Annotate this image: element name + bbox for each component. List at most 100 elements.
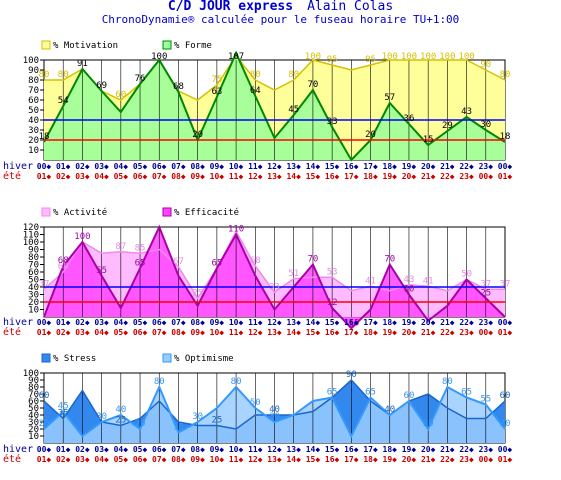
hour-label-ete: 08◆ (171, 172, 186, 181)
hour-label-ete: 00◆ (479, 455, 494, 464)
data-label: 57 (384, 93, 395, 103)
data-label: 25 (480, 288, 491, 298)
y-tick-label: 80 (28, 253, 39, 263)
hour-label-hiver: 13◆ (286, 318, 301, 327)
data-label: 55 (96, 266, 107, 276)
hour-label-ete: 00◆ (479, 172, 494, 181)
legend-swatch (162, 207, 172, 217)
series-line-2 (43, 50, 506, 162)
data-label: 25 (192, 288, 203, 298)
hour-label-hiver: 14◆ (306, 445, 321, 454)
hour-label-hiver: 03◆ (94, 318, 109, 327)
hour-label-ete: 01◆ (37, 172, 52, 181)
legend-label: % Activité (53, 207, 107, 218)
data-label: 70 (307, 80, 318, 90)
data-label: 18 (500, 132, 511, 142)
y-tick-label: 10 (28, 432, 39, 442)
hour-label-hiver: 07◆ (171, 318, 186, 327)
data-label: 60 (58, 262, 69, 272)
hour-label-hiver: 11◆ (248, 318, 263, 327)
data-label: 68 (173, 82, 184, 92)
hour-label-ete: 20◆ (402, 455, 417, 464)
data-label: 55 (480, 395, 491, 405)
data-label: 95 (365, 55, 376, 65)
data-label: 90 (346, 370, 357, 380)
y-tick-label: 40 (28, 116, 39, 126)
hour-label-hiver: 05◆ (133, 318, 148, 327)
data-label: 30 (96, 412, 107, 422)
y-tick-label: 60 (28, 96, 39, 106)
data-label: 33 (269, 282, 280, 292)
hour-label-ete: 21◆ (421, 455, 436, 464)
hour-label-hiver: 09◆ (210, 445, 225, 454)
y-tick-label: 100 (23, 238, 39, 248)
hour-label-ete: 23◆ (459, 328, 474, 337)
data-label: 25 (115, 416, 126, 426)
hour-label-ete: 04◆ (94, 172, 109, 181)
hour-label-hiver: 01◆ (56, 318, 71, 327)
hour-label-ete: 11◆ (229, 455, 244, 464)
legend-label: % Forme (174, 41, 212, 51)
data-label: 40 (384, 405, 395, 415)
data-label: 20 (192, 130, 203, 140)
data-label: 65 (365, 388, 376, 398)
hour-label-ete: 16◆ (325, 455, 340, 464)
hour-label-hiver: 10◆ (229, 445, 244, 454)
y-tick-label: 120 (23, 223, 39, 233)
hour-label-hiver: 15◆ (325, 445, 340, 454)
hour-label-hiver: 04◆ (114, 445, 129, 454)
hour-label-hiver: 09◆ (210, 318, 225, 327)
hour-label-ete: 06◆ (133, 172, 148, 181)
legend-swatch (41, 40, 51, 50)
hour-label-hiver: 22◆ (459, 162, 474, 171)
y-tick-label: 20 (28, 136, 39, 146)
data-label: 65 (135, 258, 146, 268)
hour-label-hiver: 21◆ (440, 318, 455, 327)
series-line-2 (43, 384, 506, 439)
hour-label-hiver: 05◆ (133, 162, 148, 171)
hour-label-ete: 14◆ (286, 328, 301, 337)
hour-label-ete: 03◆ (75, 455, 90, 464)
data-label: 20 (500, 419, 511, 429)
hour-label-hiver: 00◆ (37, 162, 52, 171)
row-label-ete: été (3, 453, 21, 465)
y-tick-label: 100 (23, 56, 39, 66)
data-label: 80 (442, 377, 453, 387)
data-label: 100 (382, 52, 398, 62)
hour-label-ete: 21◆ (421, 172, 436, 181)
data-label: 36 (404, 114, 415, 124)
hour-label-ete: 07◆ (152, 328, 167, 337)
hour-label-hiver: 17◆ (363, 445, 378, 454)
hour-label-ete: 02◆ (56, 455, 71, 464)
hour-label-ete: 12◆ (248, 328, 263, 337)
hour-label-ete: 16◆ (325, 172, 340, 181)
data-label: 95 (327, 55, 338, 65)
hour-label-hiver: 23◆ (479, 162, 494, 171)
hour-label-hiver: 02◆ (75, 445, 90, 454)
data-label: 70 (307, 255, 318, 265)
hour-label-ete: 11◆ (229, 172, 244, 181)
y-tick-label: 60 (28, 397, 39, 407)
hour-label-ete: 01◆ (498, 172, 513, 181)
data-label: 60 (39, 391, 50, 401)
hour-label-hiver: 07◆ (171, 162, 186, 171)
hour-label-hiver: 21◆ (440, 162, 455, 171)
data-label: 80 (39, 70, 50, 80)
hour-label-hiver: 20◆ (421, 162, 436, 171)
series-line-1 (44, 54, 506, 101)
data-label: 68 (250, 256, 261, 266)
data-label: 43 (461, 107, 472, 117)
data-label: 110 (228, 225, 244, 235)
hour-label-hiver: 16◆ (344, 162, 359, 171)
data-label: 41 (423, 276, 434, 286)
data-label: 64 (250, 86, 261, 96)
hour-label-hiver: 19◆ (402, 318, 417, 327)
hour-label-hiver: 22◆ (459, 445, 474, 454)
hour-label-ete: 17◆ (344, 455, 359, 464)
data-label: 67 (173, 257, 184, 267)
hour-label-ete: 00◆ (479, 328, 494, 337)
hour-label-hiver: 14◆ (306, 318, 321, 327)
y-tick-label: 100 (23, 369, 39, 379)
